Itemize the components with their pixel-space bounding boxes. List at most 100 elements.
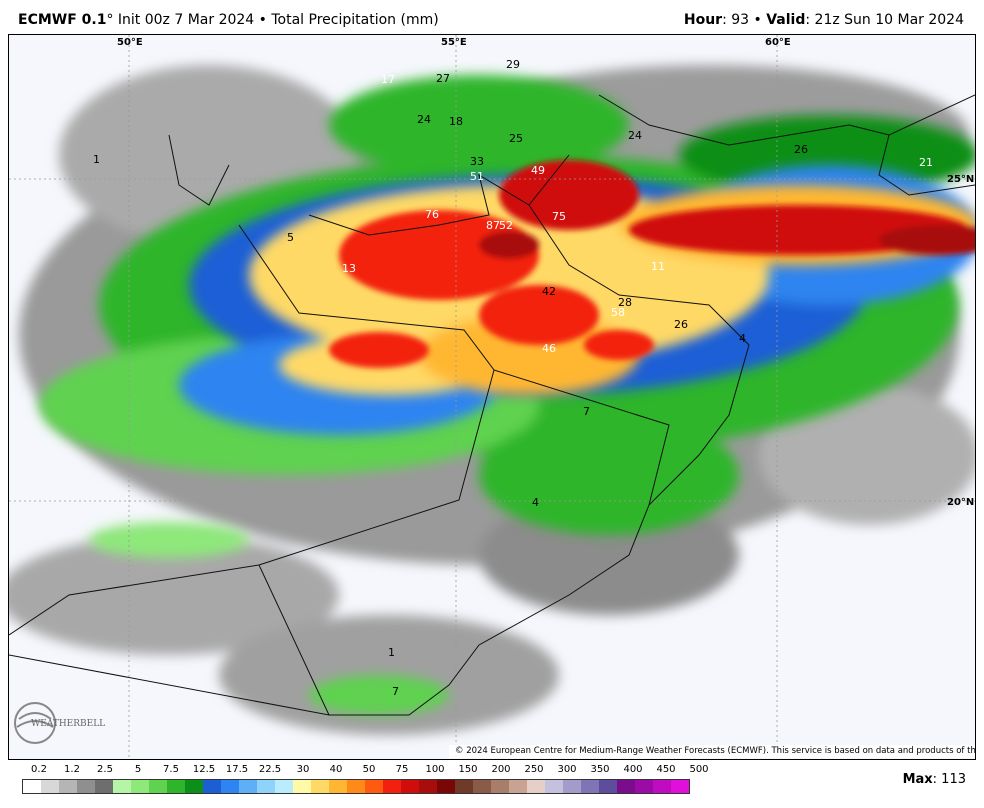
legend-tick-label: 40 <box>329 764 343 775</box>
point-value-label: 26 <box>674 318 688 331</box>
point-value-label: 7 <box>583 405 590 418</box>
point-value-label: 28 <box>618 296 632 309</box>
max-number: : 113 <box>932 772 966 787</box>
legend-swatch <box>581 780 599 793</box>
point-value-label: 76 <box>425 208 439 221</box>
point-value-label: 42 <box>542 285 556 298</box>
legend-swatch <box>77 780 95 793</box>
max-label: Max <box>902 772 933 787</box>
legend-swatch <box>401 780 419 793</box>
point-value-label: 33 <box>470 155 484 168</box>
legend-tick-label: 350 <box>590 764 610 775</box>
legend-swatch <box>239 780 257 793</box>
legend-swatch <box>383 780 401 793</box>
legend-tick-label: 7.5 <box>163 764 179 775</box>
legend-tick-label: 1.2 <box>64 764 80 775</box>
legend-tick-label: 250 <box>524 764 544 775</box>
logo-text: WEATHERBELL <box>31 719 105 729</box>
legend-swatch <box>437 780 455 793</box>
legend-swatch <box>41 780 59 793</box>
hour-value: : 93 <box>722 12 750 28</box>
lon-label-55: 55°E <box>441 37 467 48</box>
point-value-label: 4 <box>532 496 539 509</box>
map-title: ECMWF 0.1° Init 00z 7 Mar 2024 • Total P… <box>18 12 439 28</box>
point-value-label: 87 <box>486 219 500 232</box>
point-value-label: 7 <box>392 685 399 698</box>
init-time: Init 00z 7 Mar 2024 <box>113 12 255 28</box>
point-value-label: 4 <box>739 332 746 345</box>
degree-sign: ° <box>106 12 114 28</box>
point-value-label: 51 <box>470 170 484 183</box>
legend-tick-label: 22.5 <box>258 764 282 775</box>
legend-swatch <box>95 780 113 793</box>
valid-label: Valid <box>766 12 806 28</box>
heavy-precip-layer <box>329 160 975 368</box>
legend-tick-label: 100 <box>425 764 445 775</box>
legend-tick-label: 5 <box>134 764 142 775</box>
lon-label-50: 50°E <box>117 37 143 48</box>
legend-swatch <box>203 780 221 793</box>
legend-swatch <box>617 780 635 793</box>
legend-swatch <box>563 780 581 793</box>
legend-swatch <box>347 780 365 793</box>
point-value-label: 58 <box>611 306 625 319</box>
point-value-label: 21 <box>919 156 933 169</box>
legend-swatch <box>599 780 617 793</box>
weatherbell-logo: WEATHERBELL <box>14 702 105 744</box>
valid-value: : 21z Sun 10 Mar 2024 <box>805 12 964 28</box>
point-value-label: 11 <box>651 260 665 273</box>
legend-swatch <box>473 780 491 793</box>
legend-color-bar <box>22 779 690 794</box>
legend-tick-label: 500 <box>689 764 709 775</box>
forecast-time: Hour: 93 • Valid: 21z Sun 10 Mar 2024 <box>684 12 964 28</box>
legend-tick-label: 150 <box>458 764 478 775</box>
lat-label-20: 20°N <box>947 497 974 508</box>
legend-swatch <box>671 780 689 793</box>
legend-swatch <box>257 780 275 793</box>
point-value-label: 75 <box>552 210 566 223</box>
point-value-label: 52 <box>499 219 513 232</box>
copyright-notice: © 2024 European Centre for Medium-Range … <box>449 745 975 758</box>
legend-swatch <box>113 780 131 793</box>
legend-tick-label: 400 <box>623 764 643 775</box>
legend-swatch <box>365 780 383 793</box>
legend-swatch <box>635 780 653 793</box>
precip-legend: 0.2 1.2 2.5 5 7.5 12.5 17.5 22.5 30 40 50 75 100 150 2… <box>22 764 709 794</box>
legend-swatch <box>275 780 293 793</box>
point-value-label: 24 <box>628 129 642 142</box>
legend-tick-label: 30 <box>296 764 310 775</box>
legend-swatch <box>419 780 437 793</box>
legend-swatch <box>167 780 185 793</box>
legend-swatch <box>59 780 77 793</box>
legend-swatch <box>293 780 311 793</box>
legend-tick-label: 17.5 <box>225 764 249 775</box>
point-value-label: 1 <box>388 646 395 659</box>
legend-swatch <box>509 780 527 793</box>
point-value-label: 17 <box>381 73 395 86</box>
point-value-label: 18 <box>449 115 463 128</box>
point-value-label: 13 <box>342 262 356 275</box>
legend-swatch <box>185 780 203 793</box>
title-separator-2: • <box>749 12 767 28</box>
model-name: ECMWF 0.1 <box>18 12 107 28</box>
legend-swatch <box>527 780 545 793</box>
legend-swatch <box>329 780 347 793</box>
legend-swatch <box>491 780 509 793</box>
legend-tick-label: 200 <box>491 764 511 775</box>
precipitation-map[interactable]: 50°E 55°E 60°E 25°N 20°N 17 27 29 24 18 … <box>8 34 976 760</box>
legend-tick-label: 450 <box>656 764 676 775</box>
legend-tick-label: 0.2 <box>31 764 47 775</box>
legend-tick-label: 300 <box>557 764 577 775</box>
point-value-label: 26 <box>794 143 808 156</box>
graticule <box>9 35 975 759</box>
legend-tick-label: 75 <box>395 764 409 775</box>
point-values: 17 27 29 24 18 25 24 26 21 1 33 51 49 76… <box>93 58 933 698</box>
product-name: Total Precipitation (mm) <box>271 12 439 28</box>
point-value-label: 29 <box>506 58 520 71</box>
point-value-label: 49 <box>531 164 545 177</box>
legend-swatch <box>545 780 563 793</box>
point-value-label: 27 <box>436 72 450 85</box>
lat-label-25: 25°N <box>947 174 974 185</box>
title-separator: • <box>254 12 272 28</box>
legend-swatch <box>131 780 149 793</box>
